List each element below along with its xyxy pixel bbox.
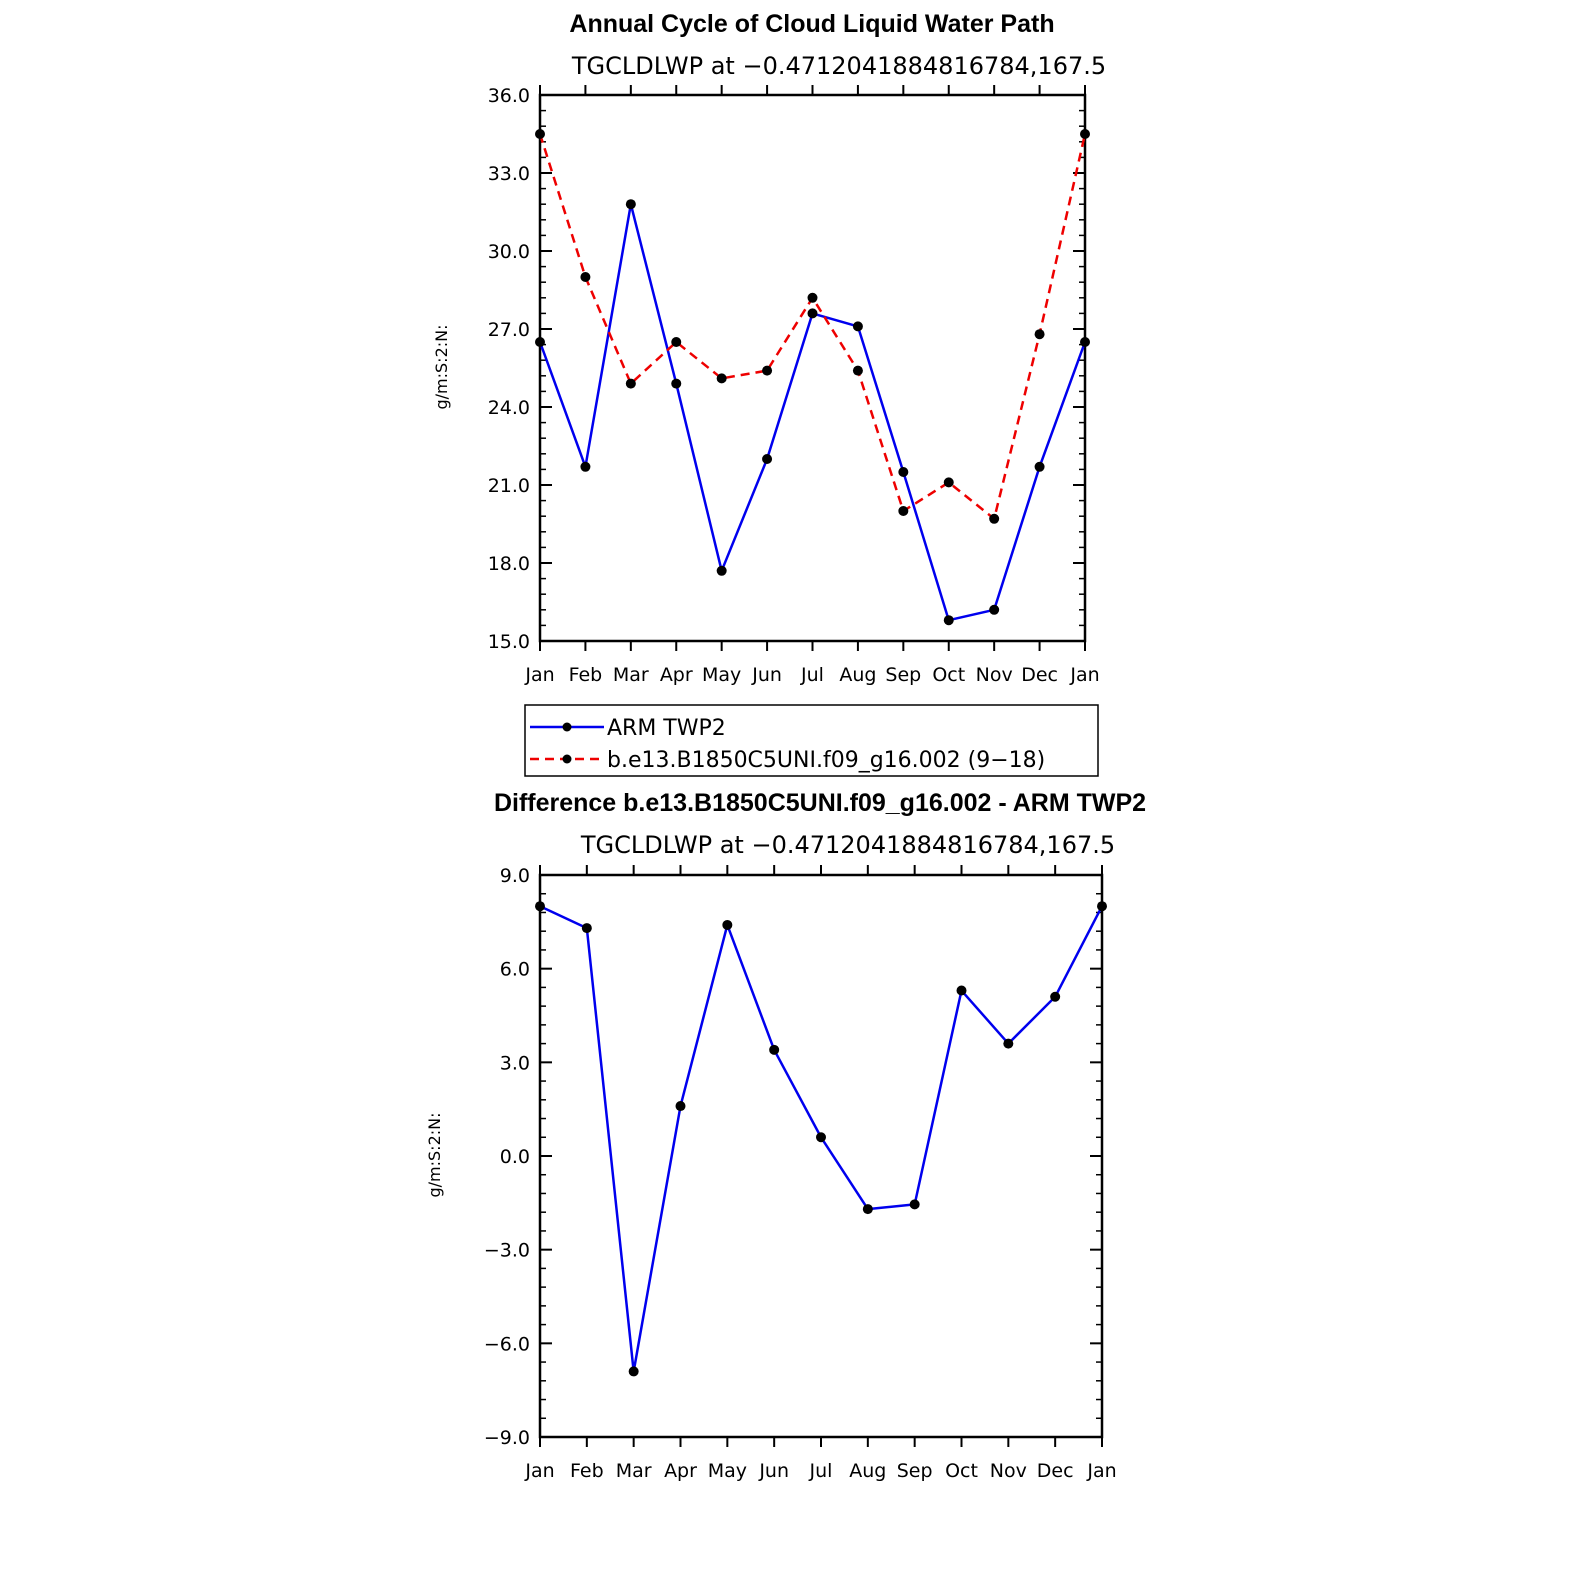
- bottom-chart-series-0-point: [909, 1199, 920, 1210]
- top-chart-series-0-point: [671, 378, 682, 389]
- top-chart-series-1-point: [625, 378, 636, 389]
- top-chart-series-1-point: [1080, 129, 1090, 139]
- bottom-chart-xtick-label: Jan: [1086, 1460, 1116, 1482]
- top-chart-series-1-point: [989, 513, 1000, 524]
- top-chart-xtick-label: Oct: [932, 664, 965, 686]
- bottom-chart-frame: [538, 873, 1104, 1439]
- bottom-chart-xtick-label: Nov: [990, 1460, 1027, 1482]
- top-chart-ytick-label: 27.0: [488, 319, 530, 341]
- bottom-chart-xtick-label: Feb: [570, 1460, 604, 1482]
- bottom-chart-ytick-label: 6.0: [500, 959, 530, 981]
- top-chart-series-1-point: [580, 272, 591, 282]
- top-chart-xtick-label: Jan: [1069, 664, 1099, 686]
- top-chart-xtick-label: Nov: [976, 664, 1013, 686]
- bottom-chart-ytick-label: −3.0: [484, 1240, 530, 1262]
- top-chart-series-0-point: [852, 321, 863, 332]
- bottom-chart-series-0-point: [581, 923, 592, 934]
- bottom-chart-xtick-label: Apr: [664, 1460, 697, 1482]
- top-chart-xtick-label: May: [702, 664, 741, 686]
- top-chart-series-1-point: [671, 337, 682, 347]
- bottom-chart-xtick-label: Jan: [524, 1460, 554, 1482]
- top-chart-ylabel: g/m:S:2:N:: [432, 325, 451, 410]
- legend-box: [524, 704, 1099, 777]
- top-chart-xtick-label: Dec: [1021, 664, 1058, 686]
- bottom-chart-title: Difference b.e13.B1850C5UNI.f09_g16.002 …: [494, 789, 1146, 817]
- top-chart-xtick-label: Jul: [800, 664, 824, 686]
- bottom-chart-series-0-point: [1003, 1038, 1014, 1049]
- bottom-chart-ytick-label: −9.0: [484, 1427, 530, 1449]
- bottom-chart-series-0-point: [862, 1204, 873, 1215]
- bottom-chart-series-0-point: [769, 1044, 780, 1055]
- top-chart-series-0-point: [1034, 461, 1045, 472]
- bottom-chart-series-0-point: [535, 901, 545, 912]
- top-chart-series-1-point: [807, 292, 818, 303]
- top-chart-ytick-label: 15.0: [488, 631, 530, 653]
- bottom-chart-ylabel: g/m:S:2:N:: [425, 1113, 444, 1198]
- top-chart-plot: 15.0 18.0 21.0 24.0 27.0 30.0 33.0 36.0 Jan Feb Ma…: [488, 85, 1100, 686]
- legend-label-obs: ARM TWP2: [607, 716, 726, 741]
- top-chart-ytick-label: 30.0: [488, 241, 530, 263]
- bottom-chart-series-0-point: [816, 1132, 826, 1143]
- bottom-chart-plot: −9.0 −6.0 −3.0 0.0 3.0 6.0 9.0 Jan Feb Mar Apr May J…: [484, 865, 1117, 1482]
- bottom-chart-xtick-label: Jul: [809, 1460, 833, 1482]
- bottom-chart-series-0-point: [1050, 991, 1061, 1002]
- top-chart-series-1-point: [1034, 329, 1045, 340]
- top-chart-xtick-label: Mar: [613, 664, 649, 686]
- top-chart-series-0-point: [807, 308, 818, 319]
- bottom-chart-xtick-label: Dec: [1037, 1460, 1074, 1482]
- top-chart-series-1-point: [535, 129, 545, 139]
- top-chart-ytick-label: 24.0: [488, 397, 530, 419]
- top-chart-xtick-label: Sep: [885, 664, 921, 686]
- top-chart-series-0-point: [625, 199, 636, 210]
- bottom-chart-series-0-point: [956, 985, 967, 996]
- top-chart-series-1-point: [716, 373, 727, 384]
- top-chart-xtick-label: Jun: [751, 664, 782, 686]
- top-chart-ytick-label: 18.0: [488, 553, 530, 575]
- bottom-chart-xtick-label: Mar: [616, 1460, 652, 1482]
- bottom-chart-subtitle: TGCLDLWP at −0.4712041884816784,167.5: [580, 831, 1115, 859]
- top-chart-series-1-line: [538, 133, 1087, 521]
- top-chart-series-0-point: [989, 604, 1000, 615]
- legend-marker-obs: [562, 722, 572, 732]
- top-chart-series-0-point: [580, 461, 591, 472]
- bottom-chart-series-0-point: [1097, 901, 1107, 912]
- top-chart-series-0-point: [1080, 337, 1090, 347]
- legend-marker-model: [562, 754, 572, 764]
- bottom-chart-xtick-label: Jun: [758, 1460, 789, 1482]
- top-chart-series-0-point: [898, 467, 909, 477]
- top-chart-series-0-line: [538, 202, 1087, 622]
- top-chart-series-0-point: [943, 615, 954, 626]
- bottom-chart-ytick-label: 3.0: [500, 1052, 530, 1074]
- top-chart-series-1-point: [943, 477, 954, 488]
- top-chart-xtick-label: Feb: [569, 664, 603, 686]
- bottom-chart-series-0-point: [675, 1101, 686, 1112]
- top-chart-subtitle: TGCLDLWP at −0.4712041884816784,167.5: [571, 52, 1106, 80]
- bottom-chart-xtick-label: May: [708, 1460, 747, 1482]
- bottom-chart-ytick-label: 9.0: [500, 865, 530, 887]
- bottom-chart-series-0-point: [628, 1366, 639, 1377]
- bottom-chart-xtick-label: Oct: [945, 1460, 978, 1482]
- top-chart-frame: [538, 93, 1087, 643]
- bottom-chart-series-0-point: [722, 919, 733, 930]
- bottom-chart-ytick-label: −6.0: [484, 1333, 530, 1355]
- top-chart-series-0-point: [535, 337, 545, 347]
- top-chart-series-1-point: [898, 506, 909, 516]
- top-chart-ytick-label: 33.0: [488, 163, 530, 185]
- top-chart-series-1-point: [852, 365, 863, 376]
- top-chart-xtick-label: Jan: [524, 664, 554, 686]
- top-chart-title: Annual Cycle of Cloud Liquid Water Path: [569, 10, 1054, 38]
- top-chart-ytick-label: 21.0: [488, 475, 530, 497]
- top-chart-series-0-point: [762, 454, 773, 464]
- top-chart-ytick-label: 36.0: [488, 85, 530, 107]
- top-chart-xtick-label: Apr: [660, 664, 693, 686]
- top-chart-xtick-label: Aug: [839, 664, 876, 686]
- top-chart-series-1-point: [762, 365, 773, 376]
- bottom-chart-xtick-label: Sep: [897, 1460, 933, 1482]
- bottom-chart-xtick-label: Aug: [849, 1460, 886, 1482]
- bottom-chart-ytick-label: 0.0: [500, 1146, 530, 1168]
- top-chart-legend: ARM TWP2 b.e13.B1850C5UNI.f09_g16.002 (9…: [524, 704, 1099, 777]
- legend-label-model: b.e13.B1850C5UNI.f09_g16.002 (9−18): [607, 748, 1045, 773]
- top-chart-series-0-point: [716, 565, 727, 576]
